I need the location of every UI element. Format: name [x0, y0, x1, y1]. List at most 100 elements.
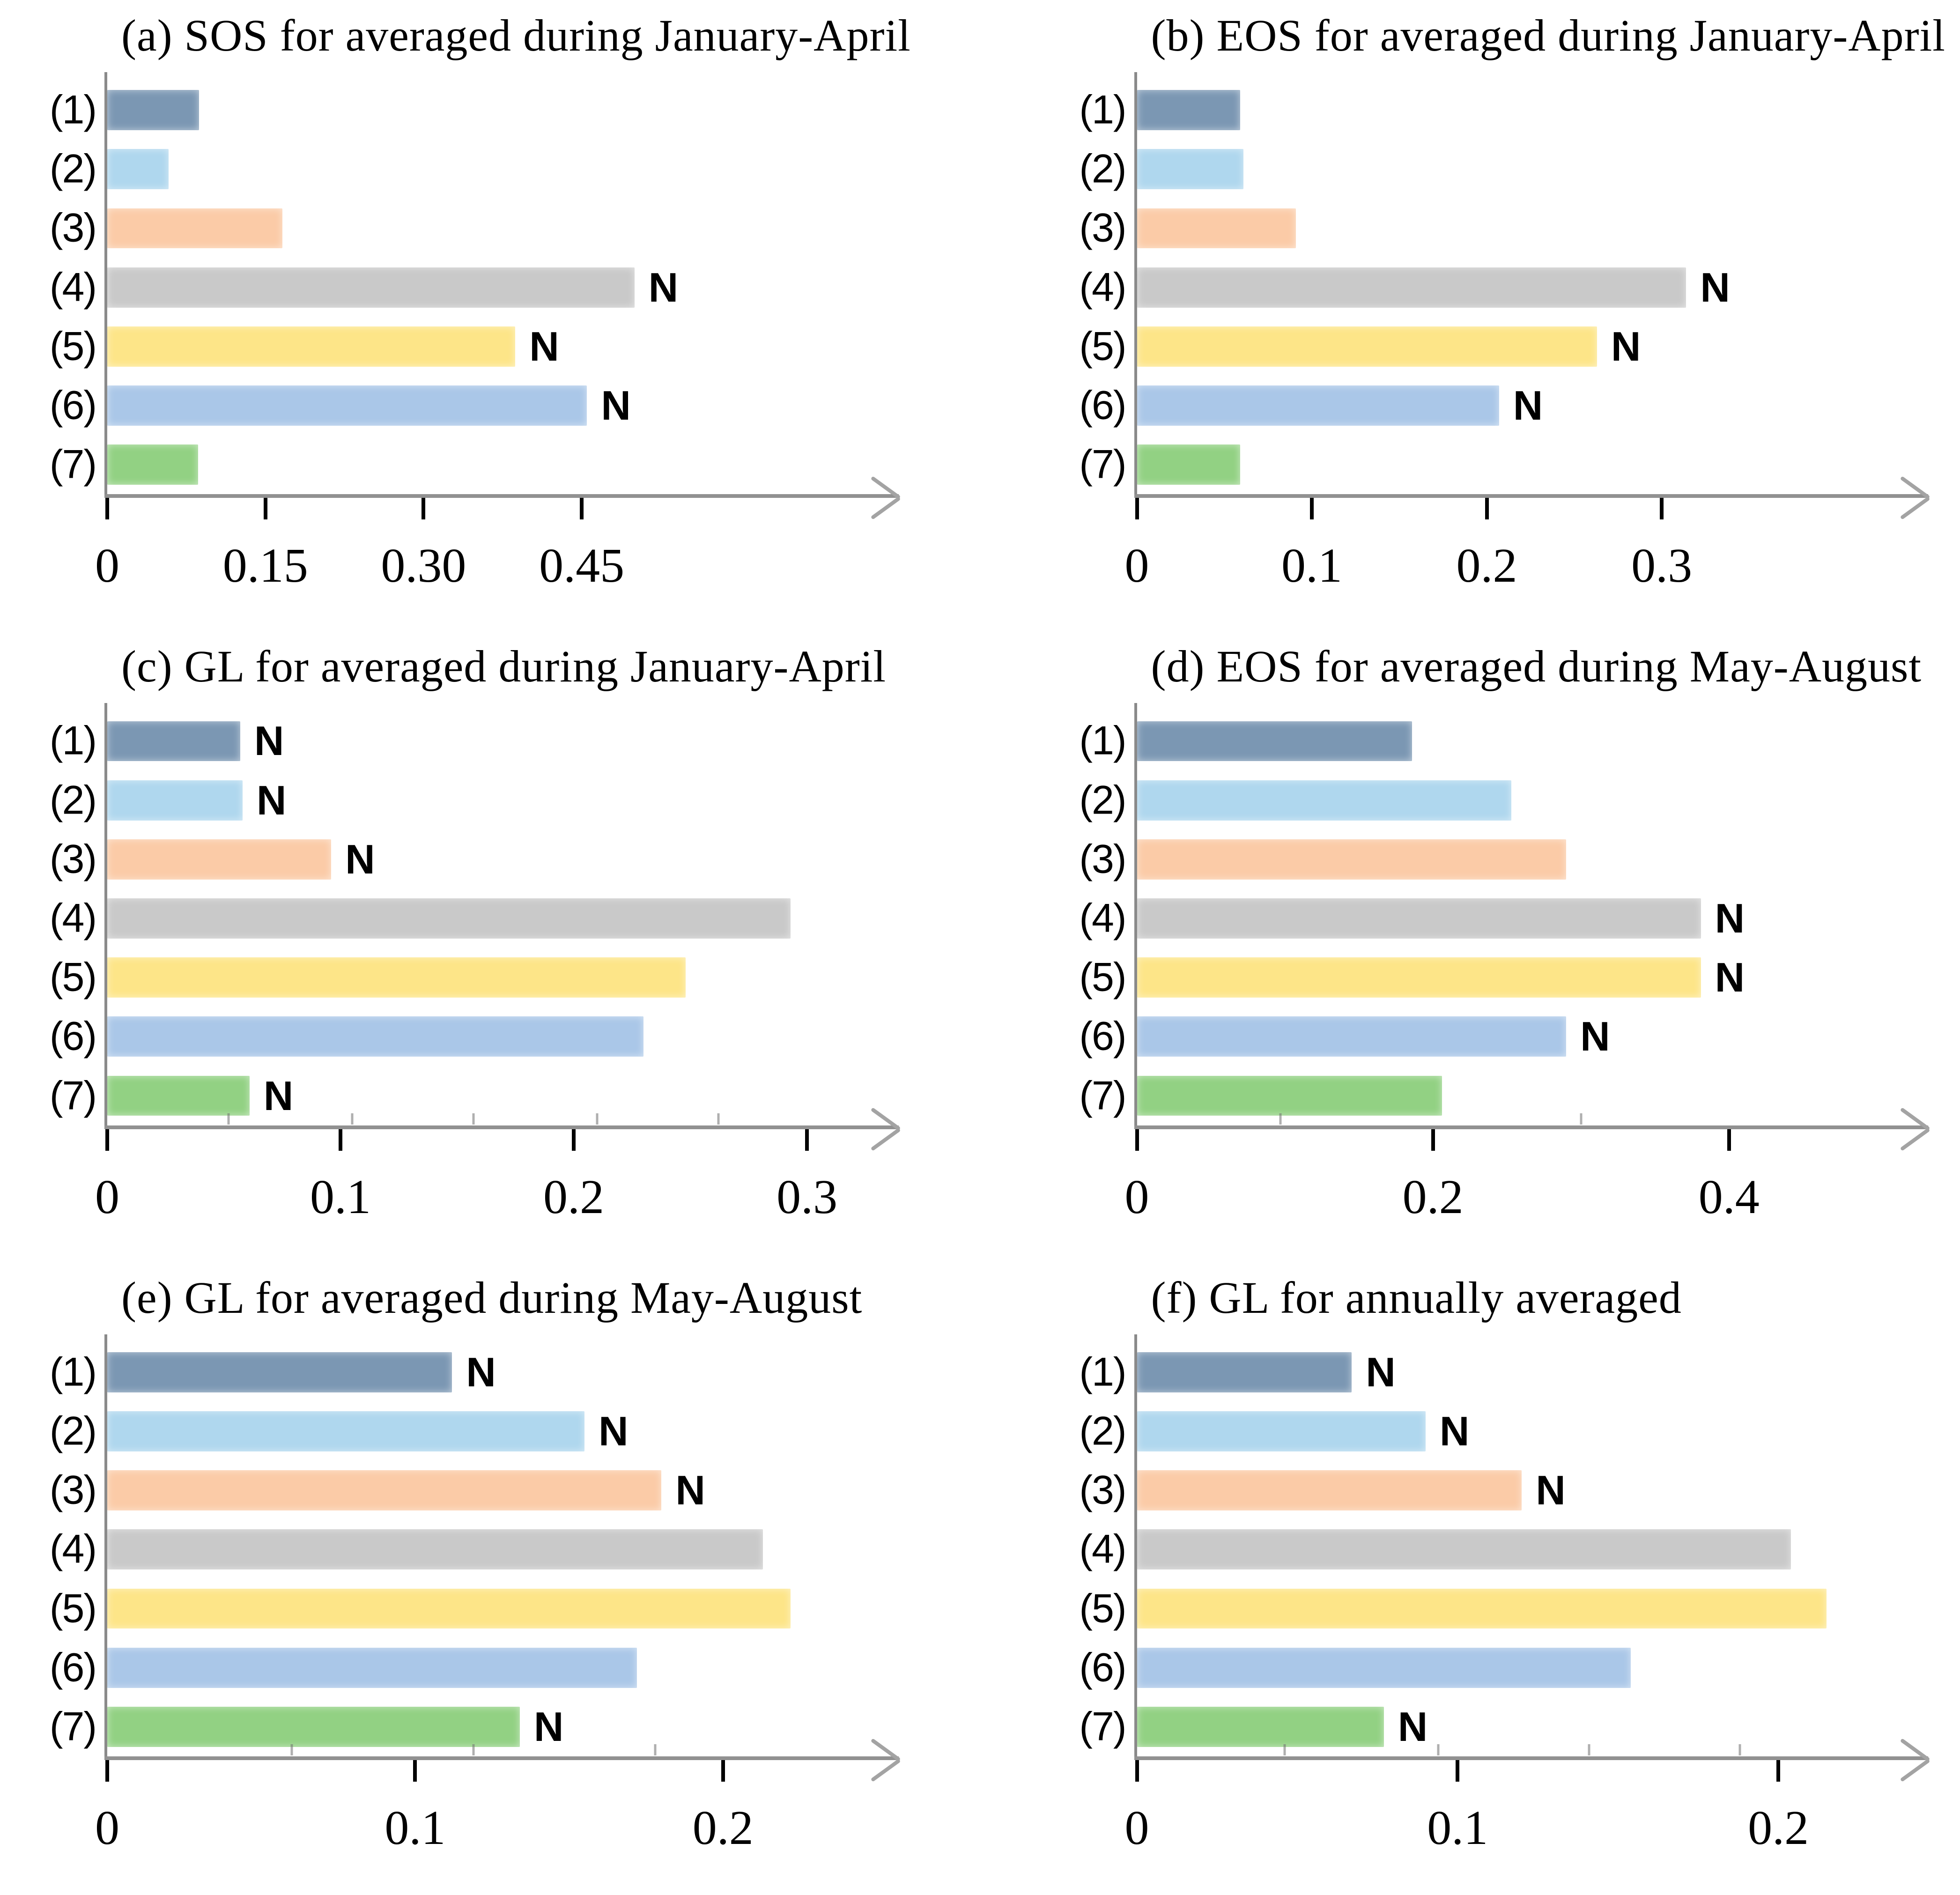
n-marker: N	[601, 382, 631, 429]
x-tick-label: 0.1	[310, 1170, 371, 1224]
category-label: (1)	[1079, 87, 1126, 133]
bar-row: (3)	[50, 199, 877, 258]
x-tick-label: 0.1	[385, 1801, 446, 1855]
bar	[107, 1411, 584, 1451]
n-marker: N	[263, 1072, 294, 1119]
bar-row: (4) N	[1079, 258, 1907, 317]
bar-row: (7)	[1079, 1066, 1907, 1125]
category-label: (7)	[1079, 1073, 1126, 1118]
x-axis	[1134, 1125, 1928, 1129]
n-marker: N	[1580, 1013, 1610, 1060]
category-label: (3)	[49, 205, 97, 251]
category-label: (7)	[49, 1704, 97, 1749]
n-marker: N	[529, 323, 559, 370]
bar	[107, 385, 587, 426]
x-axis	[1134, 1756, 1928, 1760]
chart-title: (e) GL for averaged during May-August	[121, 1272, 863, 1323]
y-axis	[104, 1334, 107, 1758]
n-marker: N	[648, 264, 679, 311]
bar	[1137, 839, 1567, 880]
y-axis	[104, 72, 107, 496]
bar	[107, 267, 635, 308]
x-minor-tick	[1588, 1744, 1590, 1755]
bar	[107, 1706, 520, 1747]
category-label: (7)	[1079, 1704, 1126, 1749]
x-tick-label: 0.3	[777, 1170, 838, 1224]
bar-row: (3) N	[50, 830, 877, 889]
category-label: (3)	[49, 1467, 97, 1513]
n-marker: N	[256, 777, 287, 823]
bar	[1137, 267, 1686, 308]
bar	[107, 957, 686, 998]
x-tick-label: 0.2	[1456, 539, 1517, 593]
n-marker: N	[1513, 382, 1543, 429]
bar	[1137, 149, 1244, 190]
bar	[1137, 1588, 1827, 1629]
n-marker: N	[533, 1703, 564, 1750]
bar-row: (4) N	[1079, 889, 1907, 948]
bar-row: (5) N	[1079, 948, 1907, 1007]
bar-row: (1)	[50, 81, 877, 140]
x-tick	[721, 1760, 725, 1782]
x-tick-label: 0	[95, 1801, 119, 1855]
x-tick	[1135, 1760, 1139, 1782]
x-tick-label: 0	[95, 1170, 119, 1224]
bar	[1137, 1075, 1442, 1116]
x-tick-label: 0	[95, 539, 119, 593]
x-tick-label: 0.3	[1631, 539, 1693, 593]
plot-area: (1) N (2) N (3) N (4) (5) (6) (7) N 0 0.1 0.2 0.3	[50, 703, 899, 1224]
n-marker: N	[1439, 1407, 1470, 1454]
bar-row: (4)	[1079, 1520, 1907, 1579]
category-label: (1)	[49, 87, 97, 133]
bar	[107, 1016, 644, 1057]
category-label: (1)	[49, 718, 97, 763]
y-axis	[1134, 703, 1137, 1127]
bar	[107, 149, 169, 190]
bar	[1137, 1529, 1791, 1570]
plot-area: (1) N (2) N (3) N (4) (5) (6) (7) N 0 0.1 0.2	[50, 1334, 899, 1855]
category-label: (6)	[1079, 1014, 1126, 1059]
panel-e: (e) GL for averaged during May-August (1…	[21, 1269, 910, 1874]
chart-title: (b) EOS for averaged during January-Apri…	[1151, 10, 1945, 60]
category-label: (6)	[49, 383, 97, 428]
category-label: (5)	[49, 324, 97, 369]
bar-row: (2)	[1079, 771, 1907, 830]
x-tick-label: 0.45	[539, 539, 625, 593]
n-marker: N	[345, 836, 375, 882]
x-minor-tick	[596, 1113, 599, 1125]
bar-row: (3)	[1079, 830, 1907, 889]
bar	[1137, 385, 1499, 426]
category-label: (7)	[49, 1073, 97, 1118]
bar-row: (2) N	[1079, 1402, 1907, 1461]
x-tick	[580, 498, 584, 520]
panel-c: (c) GL for averaged during January-April…	[21, 637, 910, 1243]
x-minor-tick	[1283, 1744, 1286, 1755]
category-label: (1)	[1079, 718, 1126, 763]
n-marker: N	[1611, 323, 1641, 370]
x-tick	[105, 1760, 109, 1782]
bar	[1137, 1470, 1522, 1511]
x-tick-label: 0.1	[1427, 1801, 1488, 1855]
x-tick	[1727, 1129, 1731, 1151]
chart-title: (a) SOS for averaged during January-Apri…	[121, 10, 911, 60]
category-label: (3)	[1079, 836, 1126, 882]
bar	[1137, 444, 1240, 485]
x-tick	[422, 498, 426, 520]
category-label: (3)	[49, 836, 97, 882]
category-label: (2)	[1079, 1408, 1126, 1454]
y-axis	[1134, 72, 1137, 496]
bar	[1137, 208, 1296, 249]
x-tick	[105, 1129, 109, 1151]
category-label: (7)	[1079, 442, 1126, 487]
bar-row: (5) N	[1079, 317, 1907, 376]
n-marker: N	[1715, 895, 1745, 941]
plot-area: (1) (2) (3) (4) N (5) N (6) N (7) 0 0.15 0.30 0.45	[50, 72, 899, 592]
bar	[1137, 1706, 1384, 1747]
n-marker: N	[1366, 1348, 1396, 1395]
bar-row: (4) N	[50, 258, 877, 317]
n-marker: N	[598, 1407, 629, 1454]
bar-row: (2)	[50, 140, 877, 199]
category-label: (5)	[49, 1586, 97, 1631]
chart-title: (c) GL for averaged during January-April	[121, 641, 887, 692]
